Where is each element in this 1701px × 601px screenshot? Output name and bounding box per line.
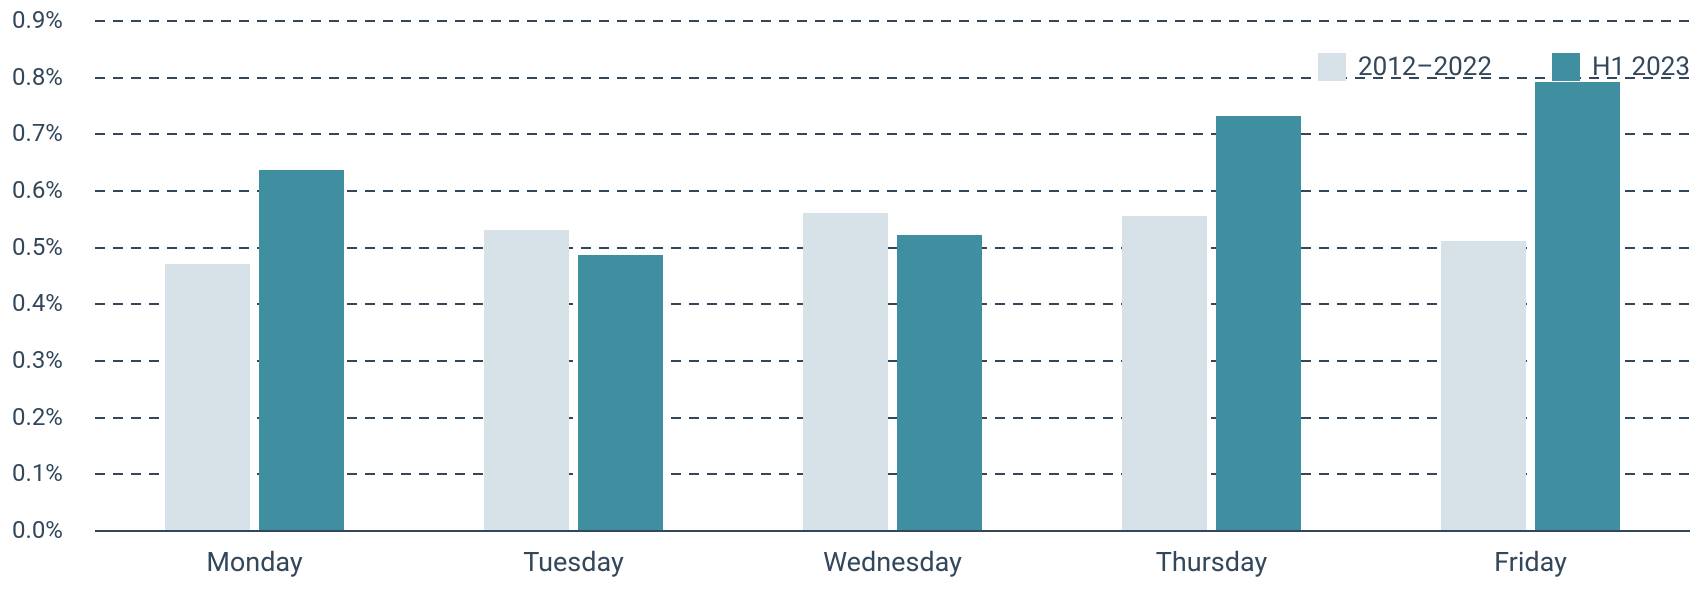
legend-item-s2: H1 2023 (1552, 52, 1690, 82)
legend-swatch (1552, 53, 1580, 81)
x-axis-line (95, 530, 1690, 532)
gridline (95, 20, 1690, 22)
y-tick-label: 0.7% (12, 119, 63, 147)
bar-s2 (259, 170, 344, 530)
bar-s1 (1122, 216, 1207, 531)
weekday-bar-chart: 0.0% 0.1% 0.2% 0.3% 0.4% 0.5% 0.6% 0.7% 0.8% 0.9%… (0, 0, 1701, 601)
y-tick-label: 0.1% (12, 459, 63, 487)
legend: 2012–2022 H1 2023 (1318, 52, 1690, 82)
plot-area (95, 20, 1690, 530)
x-tick-label: Thursday (1156, 546, 1267, 578)
legend-item-s1: 2012–2022 (1318, 52, 1492, 82)
bar-s2 (897, 235, 982, 530)
y-tick-label: 0.5% (12, 233, 63, 261)
bar-s2 (578, 255, 663, 530)
y-tick-label: 0.2% (12, 403, 63, 431)
x-tick-label: Monday (206, 546, 302, 578)
y-tick-label: 0.0% (12, 516, 63, 544)
bar-s1 (484, 230, 569, 530)
bar-s2 (1216, 116, 1301, 530)
legend-label: H1 2023 (1592, 52, 1690, 82)
bar-s2 (1535, 82, 1620, 530)
x-tick-label: Friday (1494, 546, 1567, 578)
legend-swatch (1318, 53, 1346, 81)
y-tick-label: 0.6% (12, 176, 63, 204)
x-tick-label: Wednesday (823, 546, 962, 578)
y-tick-label: 0.9% (12, 6, 63, 34)
x-tick-label: Tuesday (523, 546, 624, 578)
legend-label: 2012–2022 (1358, 52, 1492, 82)
bar-s1 (803, 213, 888, 530)
gridline (95, 133, 1690, 135)
bar-s1 (165, 264, 250, 530)
y-tick-label: 0.8% (12, 63, 63, 91)
bar-s1 (1441, 241, 1526, 530)
y-tick-label: 0.3% (12, 346, 63, 374)
y-tick-label: 0.4% (12, 289, 63, 317)
